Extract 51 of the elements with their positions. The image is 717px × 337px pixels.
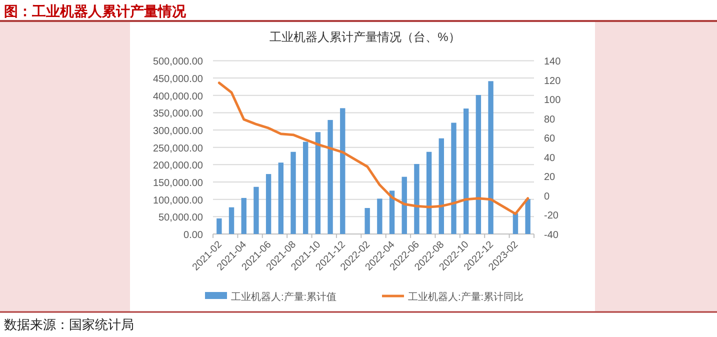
bar [451,122,456,234]
bar [241,198,246,234]
bar [340,108,346,234]
y2-tick-label: 60 [544,134,556,145]
y-tick-label: 200,000.00 [152,160,204,172]
bar [488,81,494,234]
y-tick-label: 150,000.00 [152,178,204,190]
y2-tick-label: 120 [544,76,562,87]
bar [228,207,234,234]
bar [512,213,518,234]
bar [254,186,259,234]
bar [438,138,444,234]
bar [426,152,432,234]
y2-tick-label: -40 [544,230,559,241]
y-tick-label: 0.00 [184,230,204,241]
bar [414,164,420,234]
y-tick-label: 400,000.00 [152,91,204,102]
bar [290,152,296,234]
bar [266,174,272,234]
text: 图：工业机器人累计产量情况 [4,3,187,19]
bar [463,108,469,234]
bar [402,176,407,234]
legend-label: 工业机器人:产量:累计值 [231,291,337,303]
bar [328,120,333,234]
y-tick-label: 50,000.00 [158,212,204,224]
bar [525,198,530,234]
bar [216,218,222,234]
bar [302,142,308,234]
y-tick-label: 250,000.00 [152,143,204,154]
bar [315,132,321,234]
line-series [218,82,530,216]
bar [364,208,370,234]
y2-tick-label: 20 [544,172,556,184]
y-tick-label: 350,000.00 [152,108,204,120]
y-tick-label: 100,000.00 [152,195,204,206]
y-tick-label: 450,000.00 [152,74,204,86]
y2-tick-label: 80 [544,114,556,126]
chart-subtitle: 工业机器人累计产量情况（台、%） [270,30,460,44]
bar [278,162,284,234]
y2-tick-label: 140 [544,56,562,68]
y2-tick-label: -20 [544,210,559,222]
y-tick-label: 300,000.00 [152,126,204,138]
y2-tick-label: 0 [544,191,550,202]
legend-label: 工业机器人:产量:累计同比 [408,291,524,303]
source-note: 数据来源：国家统计局 [4,317,134,332]
y2-tick-label: 100 [544,95,562,106]
bar [377,198,382,234]
y-tick-label: 500,000.00 [152,56,204,68]
y2-tick-label: 40 [544,152,556,164]
bar [389,190,395,234]
bar [476,95,482,234]
